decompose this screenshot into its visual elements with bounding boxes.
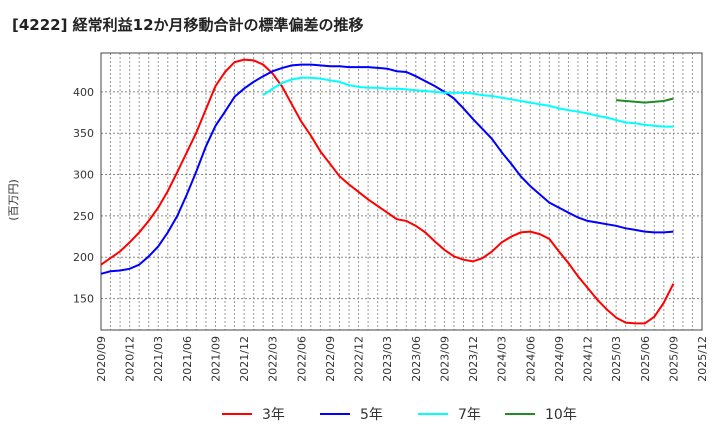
series-line-10年 — [616, 97, 674, 104]
y-tick-label: 200 — [73, 251, 94, 264]
y-tick-label: 350 — [73, 127, 94, 140]
series-line-3年 — [100, 58, 675, 325]
x-tick-label: 2021/12 — [238, 336, 251, 382]
y-tick-label: 400 — [73, 86, 94, 99]
legend-item: 10年 — [505, 407, 577, 423]
x-tick-label: 2023/09 — [438, 336, 451, 382]
series-line-5年 — [100, 63, 674, 275]
x-tick-label: 2021/06 — [181, 336, 194, 382]
y-tick-label: 150 — [73, 293, 94, 306]
x-tick-label: 2025/12 — [696, 336, 709, 382]
x-tick-label: 2020/12 — [124, 336, 137, 382]
x-tick-label: 2025/09 — [667, 336, 680, 382]
x-tick-label: 2025/03 — [610, 336, 623, 382]
chart-title: [4222] 経常利益12か月移動合計の標準偏差の推移 — [12, 16, 364, 34]
y-tick-label: 250 — [73, 210, 94, 223]
x-tick-label: 2023/03 — [381, 336, 394, 382]
x-tick-label: 2023/06 — [410, 336, 423, 382]
x-tick-label: 2020/09 — [95, 336, 108, 382]
legend-label: 7年 — [458, 407, 481, 423]
x-tick-label: 2024/12 — [582, 336, 595, 382]
legend-item: 3年 — [222, 407, 285, 423]
y-tick-label: 300 — [73, 169, 94, 182]
x-tick-label: 2025/06 — [639, 336, 652, 382]
x-tick-label: 2022/12 — [353, 336, 366, 382]
legend-item: 5年 — [320, 407, 383, 423]
legend-item: 7年 — [418, 407, 481, 423]
plot-frame — [100, 52, 703, 331]
legend-label: 3年 — [262, 407, 285, 423]
x-tick-label: 2022/09 — [324, 336, 337, 382]
y-axis-label: (百万円) — [7, 179, 20, 221]
x-tick-label: 2023/12 — [467, 336, 480, 382]
legend-label: 10年 — [545, 407, 577, 423]
legend-label: 5年 — [360, 407, 383, 423]
x-tick-label: 2022/06 — [295, 336, 308, 382]
series-line-7年 — [262, 76, 674, 128]
x-tick-label: 2021/09 — [209, 336, 222, 382]
x-tick-label: 2022/03 — [267, 336, 280, 382]
x-tick-label: 2024/06 — [524, 336, 537, 382]
x-tick-label: 2021/03 — [152, 336, 165, 382]
x-tick-label: 2024/03 — [496, 336, 509, 382]
x-tick-label: 2024/09 — [553, 336, 566, 382]
